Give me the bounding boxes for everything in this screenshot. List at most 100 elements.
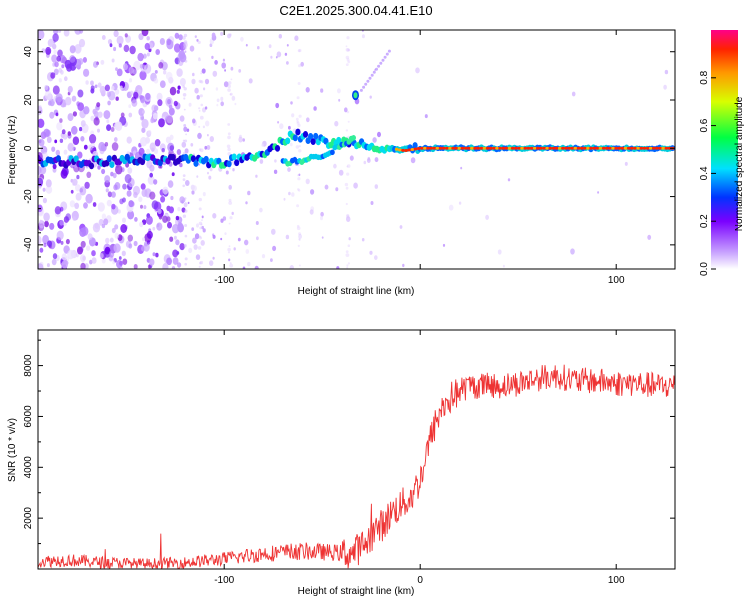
spectrogram-noise-cell [221, 62, 226, 69]
spectrogram-noise-cell [97, 111, 103, 118]
spectrogram-noise-cell [118, 43, 122, 48]
spectrogram-noise-cell [114, 224, 119, 230]
spectrogram-noise-cell [50, 72, 56, 79]
spectrogram-core-cell [514, 146, 518, 150]
spectrogram-streak-cell [345, 186, 349, 190]
spectrogram-noise-cell [313, 106, 317, 111]
spectrogram-ridge-cell [190, 155, 196, 163]
spectrogram-noise-cell [324, 184, 329, 190]
spectrogram-streak-cell [344, 182, 349, 187]
colorbar-tick-label: 0.2 [699, 214, 710, 228]
spectrogram-noise-cell [335, 187, 339, 192]
spectrogram-noise-cell [80, 136, 85, 142]
spectrogram-noise-cell [624, 161, 628, 166]
spectrogram-core-cell [479, 146, 484, 150]
spectrogram-noise-cell [245, 201, 248, 205]
spectrogram-noise-cell [55, 93, 63, 103]
spectrogram-noise-cell [172, 249, 179, 258]
spectrogram-streak-cell [296, 96, 300, 100]
spectrogram-noise-cell [149, 191, 156, 200]
spectrogram-noise-cell [74, 30, 82, 35]
snr-series-line [38, 364, 675, 569]
spectrogram-noise-cell [153, 179, 158, 185]
spectrogram-noise-cell [38, 139, 42, 144]
spectrogram-streak-cell [298, 232, 302, 236]
spectrogram-frame [37, 29, 676, 270]
spectrogram-noise-cell [86, 171, 92, 178]
spectrogram-noise-cell [65, 238, 70, 245]
spectrogram-noise-cell [192, 118, 196, 124]
spectrogram-streak-cell [229, 92, 233, 96]
spectrogram-noise-cell [212, 256, 215, 260]
spectrogram-streak-cell [200, 223, 203, 226]
spectrogram-noise-cell [172, 224, 179, 234]
spectrogram-streak-cell [297, 174, 300, 177]
spectrogram-streak-cell [228, 167, 231, 170]
spectrogram-noise-cell [268, 44, 272, 49]
spectrogram-noise-cell [92, 202, 97, 207]
spectrogram-noise-cell [203, 87, 206, 91]
spectrogram-core-cell [410, 148, 415, 151]
spectrogram-noise-cell [374, 157, 379, 163]
spectrogram-noise-cell [116, 68, 123, 77]
spectrogram-streak-cell [346, 165, 349, 168]
spectrogram-streak-cell [198, 107, 201, 110]
spectrogram-noise-cell [647, 234, 652, 240]
spectrogram-streak-cell [198, 58, 201, 62]
spectrogram-noise-cell [120, 112, 125, 118]
spectrogram-noise-cell [158, 214, 163, 220]
spectrogram-noise-cell [146, 230, 153, 239]
spectrogram-noise-cell [111, 203, 116, 210]
spectrogram-streak-cell [198, 235, 202, 238]
spectrogram-streak-cell [198, 57, 201, 60]
spectrogram-streak-cell [298, 145, 301, 148]
spectrogram-noise-cell [442, 243, 446, 247]
spectrogram-noise-cell [83, 68, 90, 77]
spectrogram-noise-cell [74, 202, 80, 209]
spectrogram-noise-cell [82, 57, 87, 63]
spectrogram-noise-cell [184, 50, 187, 53]
spectrogram-core-cell [454, 146, 459, 150]
spectrogram-core-cell [420, 146, 424, 150]
spectrogram-core-cell [404, 149, 408, 152]
spectrogram-core-cell [667, 146, 672, 150]
spectrogram-noise-cell [173, 100, 178, 107]
spectrogram-noise-cell [157, 208, 162, 215]
spectrogram-noise-cell [169, 145, 174, 151]
spectrogram-noise-cell [137, 52, 144, 62]
spectrogram-noise-cell [77, 89, 84, 98]
spectrogram-core-cell [445, 146, 449, 150]
spectrogram-noise-cell [110, 127, 115, 132]
spectrogram-streak-cell [198, 197, 202, 202]
spectrogram-streak-cell [182, 36, 186, 40]
colorbar-tick-label: 0.8 [699, 70, 710, 84]
spectrogram-streak-cell [297, 177, 301, 181]
spectrogram-streak-cell [183, 46, 187, 50]
spectrogram-noise-cell [64, 76, 68, 82]
spectrogram-core-cell [448, 146, 452, 150]
spectrogram-noise-cell [291, 192, 295, 197]
spectrogram-noise-cell [38, 235, 42, 245]
spectrogram-noise-cell [277, 121, 280, 124]
spectrogram-noise-cell [120, 224, 128, 233]
spectrogram-core-cell [495, 146, 499, 150]
spectrogram-noise-cell [128, 78, 133, 83]
spectrogram-noise-cell [119, 260, 124, 266]
spectrogram-noise-cell [283, 197, 286, 201]
spectrogram-noise-cell [144, 64, 152, 74]
spectrogram-noise-cell [109, 237, 114, 243]
spectrogram-noise-cell [227, 33, 231, 39]
spectrogram-streak-cell [200, 103, 204, 107]
spectrogram-noise-cell [237, 237, 241, 242]
spectrogram-noise-cell [273, 169, 278, 174]
spectrogram-noise-cell [79, 227, 87, 237]
spectrogram-noise-cell [195, 254, 201, 260]
spectrogram-streak-cell [346, 36, 350, 40]
spectrogram-noise-cell [123, 63, 128, 71]
spectrogram-noise-cell [109, 43, 113, 48]
spectrogram-ridge-cell [55, 155, 62, 162]
spectrogram-noise-cell [111, 58, 115, 63]
spectrogram-noise-cell [67, 113, 74, 122]
spectrogram-core-cell [605, 146, 609, 150]
spectrogram-noise-cell [128, 66, 134, 74]
